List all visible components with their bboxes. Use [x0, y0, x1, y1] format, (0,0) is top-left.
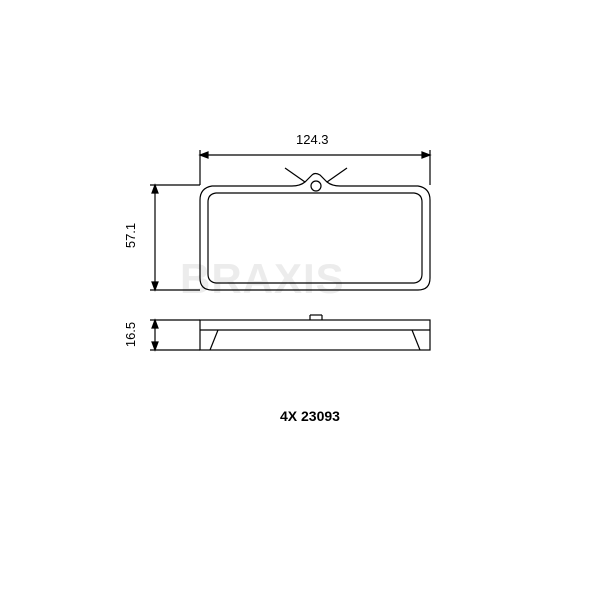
dim-height-label: 57.1: [123, 223, 138, 248]
part-number: 4X 23093: [280, 408, 340, 424]
dim-thickness-label: 16.5: [123, 322, 138, 347]
dim-width-label: 124.3: [296, 132, 329, 147]
brake-pad-diagram: BRAXIS: [0, 0, 600, 600]
technical-drawing-svg: [0, 0, 600, 600]
